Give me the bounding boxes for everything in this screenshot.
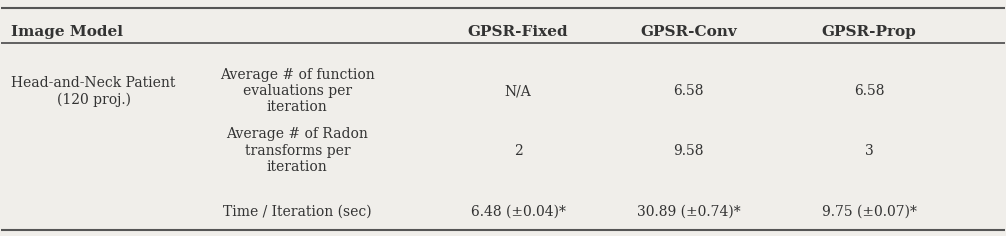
Text: 30.89 (±0.74)*: 30.89 (±0.74)*: [637, 204, 740, 218]
Text: Average # of function
evaluations per
iteration: Average # of function evaluations per it…: [220, 68, 374, 114]
Text: Head-and-Neck Patient
(120 proj.): Head-and-Neck Patient (120 proj.): [11, 76, 176, 106]
Text: N/A: N/A: [505, 84, 531, 98]
Text: 6.48 (±0.04)*: 6.48 (±0.04)*: [471, 204, 565, 218]
Text: 2: 2: [514, 144, 522, 158]
Text: Time / Iteration (sec): Time / Iteration (sec): [223, 204, 371, 218]
Text: Image Model: Image Model: [11, 25, 124, 39]
Text: GPSR-Prop: GPSR-Prop: [822, 25, 916, 39]
Text: 3: 3: [865, 144, 873, 158]
Text: 6.58: 6.58: [673, 84, 704, 98]
Text: Average # of Radon
transforms per
iteration: Average # of Radon transforms per iterat…: [226, 127, 368, 174]
Text: 9.58: 9.58: [673, 144, 704, 158]
Text: 6.58: 6.58: [854, 84, 884, 98]
Text: GPSR-Conv: GPSR-Conv: [640, 25, 737, 39]
Text: 9.75 (±0.07)*: 9.75 (±0.07)*: [822, 204, 916, 218]
Text: GPSR-Fixed: GPSR-Fixed: [468, 25, 568, 39]
